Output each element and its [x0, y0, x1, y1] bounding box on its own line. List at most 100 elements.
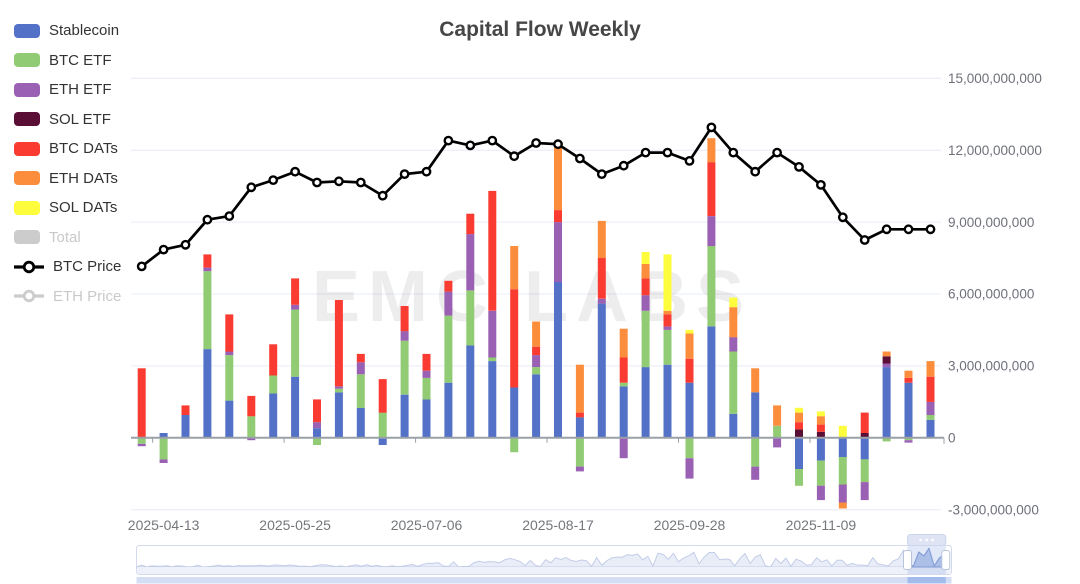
- bar-segment: [795, 469, 803, 486]
- bar-segment: [663, 364, 672, 438]
- bar-segment: [247, 395, 256, 417]
- bar-segment: [904, 440, 913, 443]
- datazoom-left-handle[interactable]: [903, 550, 912, 570]
- bar-segment: [619, 386, 628, 438]
- bar-segment: [860, 412, 869, 433]
- bar-segment: [795, 407, 803, 413]
- legend-item-total[interactable]: Total: [0, 223, 121, 253]
- bar-segment: [904, 370, 913, 378]
- y-axis-label: 6,000,000,000: [948, 287, 1034, 302]
- bar-segment: [773, 437, 782, 448]
- bar-segment: [860, 482, 869, 501]
- bar-segment: [619, 357, 628, 383]
- bar-segment: [466, 290, 475, 346]
- watermark: EMC LABS: [312, 257, 752, 337]
- legend-label-btc-dats: BTC DATs: [49, 140, 118, 158]
- bar-segment: [751, 368, 760, 393]
- bar-segment: [904, 437, 913, 441]
- bar-segment: [597, 303, 606, 438]
- legend-swatch-sol-dats-icon: [14, 200, 40, 215]
- bar-segment: [882, 367, 891, 438]
- bar-segment: [926, 376, 935, 402]
- price-point: [640, 147, 651, 158]
- price-point: [268, 175, 279, 186]
- price-point: [575, 153, 585, 164]
- legend-item-btc-dats[interactable]: BTC DATs: [0, 134, 121, 164]
- bar-segment: [685, 382, 694, 438]
- bar-segment: [729, 351, 738, 414]
- bar-segment: [247, 416, 256, 438]
- legend-label-total: Total: [49, 228, 81, 246]
- bar-segment: [685, 458, 694, 479]
- bar-segment: [816, 437, 825, 461]
- bar-segment: [685, 437, 694, 459]
- bar-segment: [334, 388, 343, 393]
- bar-segment: [575, 466, 584, 472]
- bar-segment: [904, 382, 913, 438]
- bar-segment: [225, 355, 234, 401]
- bar-segment: [400, 331, 409, 341]
- price-point: [333, 176, 344, 187]
- bar-segment: [816, 424, 825, 432]
- bar-segment: [860, 433, 869, 438]
- bar-segment: [882, 356, 891, 364]
- legend-label-eth-price: ETH Price: [53, 287, 122, 305]
- price-point: [224, 211, 235, 222]
- bar-segment: [137, 443, 146, 447]
- legend-item-sol-dats[interactable]: SOL DATs: [0, 193, 121, 223]
- legend-swatch-sol-etf-icon: [14, 112, 40, 127]
- legend-item-eth-dats[interactable]: ETH DATs: [0, 164, 121, 194]
- bar-segment: [641, 278, 650, 296]
- x-axis-label: 2025-08-17: [522, 517, 594, 533]
- bar-segment: [882, 437, 891, 442]
- bar-segment: [685, 329, 694, 334]
- bar-segment: [400, 340, 409, 395]
- price-point: [772, 147, 782, 158]
- bar-segment: [554, 282, 562, 438]
- bar-segment: [795, 422, 803, 430]
- legend-item-eth-etf[interactable]: ETH ETF: [0, 75, 121, 105]
- price-point: [443, 135, 454, 146]
- legend-item-btc-etf[interactable]: BTC ETF: [0, 46, 121, 76]
- bar-segment: [488, 361, 497, 438]
- legend-item-eth-price[interactable]: ETH Price: [0, 282, 121, 312]
- bar-segment: [203, 271, 212, 350]
- legend-item-btc-price[interactable]: BTC Price: [0, 252, 121, 282]
- price-point: [377, 190, 388, 201]
- bar-segment: [685, 358, 694, 383]
- bar-segment: [422, 399, 431, 438]
- price-point: [662, 147, 673, 158]
- bar-segment: [773, 405, 782, 426]
- datazoom-right-handle[interactable]: [941, 550, 951, 570]
- bar-segment: [203, 254, 212, 268]
- bar-segment: [707, 138, 716, 163]
- bar-segment: [422, 353, 431, 371]
- bar-segment: [816, 411, 825, 417]
- bar-segment: [838, 502, 847, 509]
- bar-segment: [269, 344, 278, 376]
- legend-item-stablecoin[interactable]: Stablecoin: [0, 16, 121, 46]
- price-point: [202, 214, 213, 225]
- y-axis-label: 15,000,000,000: [948, 71, 1042, 86]
- bar-segment: [137, 437, 146, 444]
- bar-segment: [663, 326, 672, 330]
- bar-segment: [488, 357, 497, 362]
- bar-segment: [466, 345, 475, 438]
- bar-segment: [313, 399, 321, 423]
- price-point: [837, 212, 848, 223]
- bar-segment: [422, 370, 431, 378]
- bar-segment: [444, 280, 453, 292]
- datazoom-bottom-strip[interactable]: [136, 577, 952, 584]
- legend-item-sol-etf[interactable]: SOL ETF: [0, 105, 121, 135]
- bar-segment: [575, 412, 584, 418]
- bar-segment: [334, 300, 343, 387]
- bar-segment: [663, 310, 672, 315]
- price-point: [312, 177, 322, 188]
- x-axis-label: 2025-09-28: [654, 517, 726, 533]
- move-handle-grip-dot: [919, 538, 922, 542]
- bar-segment: [685, 333, 694, 359]
- bar-segment: [860, 459, 869, 483]
- datazoom-window[interactable]: [907, 546, 946, 574]
- legend-label-eth-etf: ETH ETF: [49, 81, 112, 99]
